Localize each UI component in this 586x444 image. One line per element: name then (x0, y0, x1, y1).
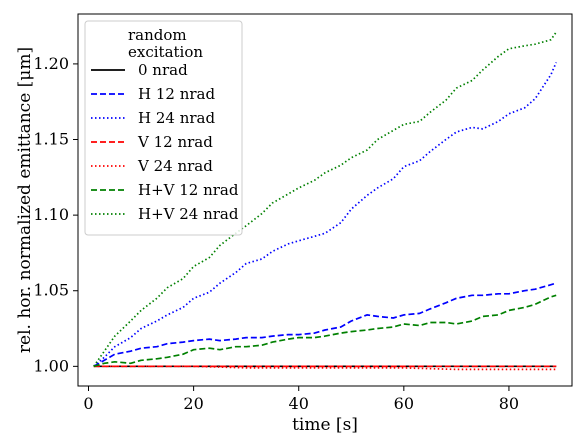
series-line-h-24-nrad (93, 62, 557, 367)
legend-box (84, 20, 243, 236)
legend-label: 0 nrad (138, 61, 188, 79)
series-line-h-v-12-nrad (93, 294, 557, 368)
y-axis-title: rel. hor. normalized emittance [μm] (15, 47, 35, 353)
legend-label: V 12 nrad (137, 133, 213, 151)
legend-title-line-2: excitation (128, 43, 203, 61)
x-axis-title: time [s] (292, 415, 358, 435)
x-tick-label: 80 (499, 394, 519, 413)
series-layer (93, 31, 557, 371)
series-line-h-v-24-nrad (93, 31, 557, 367)
y-axis: 1.00 1.05 1.10 1.15 1.20 (33, 54, 78, 375)
y-tick-label: 1.00 (33, 356, 69, 375)
legend-label: H+V 24 nrad (138, 205, 239, 223)
y-tick-label: 1.20 (33, 54, 69, 73)
legend-title-line-1: random (128, 26, 187, 44)
y-tick-label: 1.10 (33, 205, 69, 224)
legend-label: H 24 nrad (138, 109, 215, 127)
x-tick-label: 20 (183, 394, 203, 413)
plot-frame (77, 13, 573, 387)
legend-label: H+V 12 nrad (138, 181, 239, 199)
x-axis: 0 20 40 60 80 (83, 386, 519, 413)
y-tick-label: 1.05 (33, 281, 69, 300)
y-tick-label: 1.15 (33, 130, 69, 149)
series-line-h-12-nrad (93, 282, 557, 368)
x-tick-label: 40 (289, 394, 309, 413)
legend-label: V 24 nrad (137, 157, 213, 175)
x-tick-label: 60 (394, 394, 414, 413)
legend-label: H 12 nrad (138, 85, 215, 103)
legend: random excitation 0 nrad H 12 nrad H 24 nr… (84, 20, 243, 236)
series-line-v-24-nrad (93, 365, 557, 371)
x-tick-label: 0 (83, 394, 93, 413)
